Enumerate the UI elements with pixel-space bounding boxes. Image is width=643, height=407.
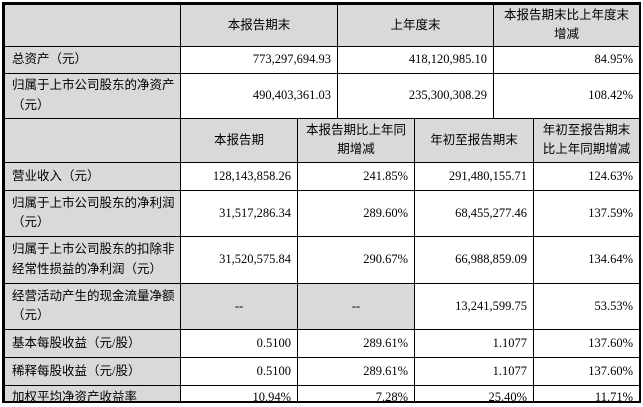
table-row-net-profit-excl-nonrecurring: 归属于上市公司股东的扣除非经常性损益的净利润（元） 31,520,575.84 … bbox=[4, 235, 639, 284]
value-cell: 7.28% bbox=[297, 384, 415, 401]
table-row-operating-cash-flow: 经营活动产生的现金流量净额（元） -- -- 13,241,599.75 53.… bbox=[4, 282, 639, 330]
value-cell: 68,455,277.46 bbox=[414, 189, 534, 237]
value-cell: 84.95% bbox=[493, 45, 639, 74]
financial-summary-sheet: 本报告期末 上年度末 本报告期末比上年度末增减 总资产（元） 773,297,6… bbox=[2, 2, 641, 403]
table-row-weighted-avg-roe: 加权平均净资产收益率 10.94% 7.28% 25.40% 11.71% bbox=[4, 384, 639, 401]
value-cell: 0.5100 bbox=[180, 328, 298, 358]
row-label: 基本每股收益（元/股） bbox=[4, 328, 181, 358]
value-cell: 11.71% bbox=[533, 384, 639, 401]
table-row-net-profit: 归属于上市公司股东的净利润（元） 31,517,286.34 289.60% 6… bbox=[4, 189, 639, 237]
col-header-current-period-end: 本报告期末 bbox=[180, 4, 338, 47]
value-cell: 1.1077 bbox=[414, 356, 534, 386]
row-label: 归属于上市公司股东的净资产（元） bbox=[4, 72, 181, 119]
value-cell: 134.64% bbox=[533, 235, 639, 284]
row-label: 总资产（元） bbox=[4, 45, 181, 74]
col-header-current-period: 本报告期 bbox=[180, 117, 298, 163]
col-header-ytd-change-vs-prior: 年初至报告期末比上年同期增减 bbox=[533, 117, 639, 163]
row-label: 营业收入（元） bbox=[4, 161, 181, 191]
corner-cell bbox=[4, 117, 181, 163]
value-cell: 31,517,286.34 bbox=[180, 189, 298, 237]
value-cell: 291,480,155.71 bbox=[414, 161, 534, 191]
value-cell: 1.1077 bbox=[414, 328, 534, 358]
table-row-total-assets: 总资产（元） 773,297,694.93 418,120,985.10 84.… bbox=[4, 45, 639, 74]
period-end-table: 本报告期末 上年度末 本报告期末比上年度末增减 总资产（元） 773,297,6… bbox=[4, 4, 639, 119]
table-row-basic-eps: 基本每股收益（元/股） 0.5100 289.61% 1.1077 137.60… bbox=[4, 328, 639, 358]
value-cell: 108.42% bbox=[493, 72, 639, 119]
row-label: 归属于上市公司股东的净利润（元） bbox=[4, 189, 181, 237]
col-header-change-vs-prior-year-end: 本报告期末比上年度末增减 bbox=[493, 4, 639, 47]
table-row-diluted-eps: 稀释每股收益（元/股） 0.5100 289.61% 1.1077 137.60… bbox=[4, 356, 639, 386]
value-cell: 235,300,308.29 bbox=[337, 72, 494, 119]
value-cell: 128,143,858.26 bbox=[180, 161, 298, 191]
col-header-change-vs-prior-period: 本报告期比上年同期增减 bbox=[297, 117, 415, 163]
value-cell: 290.67% bbox=[297, 235, 415, 284]
value-cell: 773,297,694.93 bbox=[180, 45, 338, 74]
value-cell: 137.60% bbox=[533, 328, 639, 358]
value-cell-na: -- bbox=[297, 282, 415, 330]
value-cell: 137.59% bbox=[533, 189, 639, 237]
value-cell: 490,403,361.03 bbox=[180, 72, 338, 119]
value-cell: 124.63% bbox=[533, 161, 639, 191]
value-cell: 10.94% bbox=[180, 384, 298, 401]
value-cell-na: -- bbox=[180, 282, 298, 330]
col-header-year-to-date: 年初至报告期末 bbox=[414, 117, 534, 163]
value-cell: 418,120,985.10 bbox=[337, 45, 494, 74]
value-cell: 13,241,599.75 bbox=[414, 282, 534, 330]
col-header-prior-year-end: 上年度末 bbox=[337, 4, 494, 47]
value-cell: 137.60% bbox=[533, 356, 639, 386]
value-cell: 241.85% bbox=[297, 161, 415, 191]
reporting-period-table: 本报告期 本报告期比上年同期增减 年初至报告期末 年初至报告期末比上年同期增减 … bbox=[4, 117, 639, 401]
table-row-net-assets: 归属于上市公司股东的净资产（元） 490,403,361.03 235,300,… bbox=[4, 72, 639, 119]
value-cell: 53.53% bbox=[533, 282, 639, 330]
value-cell: 289.61% bbox=[297, 356, 415, 386]
row-label: 稀释每股收益（元/股） bbox=[4, 356, 181, 386]
reporting-period-header-row: 本报告期 本报告期比上年同期增减 年初至报告期末 年初至报告期末比上年同期增减 bbox=[4, 117, 639, 163]
value-cell: 25.40% bbox=[414, 384, 534, 401]
corner-cell bbox=[4, 4, 181, 47]
value-cell: 31,520,575.84 bbox=[180, 235, 298, 284]
row-label: 归属于上市公司股东的扣除非经常性损益的净利润（元） bbox=[4, 235, 181, 284]
value-cell: 66,988,859.09 bbox=[414, 235, 534, 284]
row-label: 经营活动产生的现金流量净额（元） bbox=[4, 282, 181, 330]
value-cell: 0.5100 bbox=[180, 356, 298, 386]
value-cell: 289.61% bbox=[297, 328, 415, 358]
row-label: 加权平均净资产收益率 bbox=[4, 384, 181, 401]
value-cell: 289.60% bbox=[297, 189, 415, 237]
period-end-header-row: 本报告期末 上年度末 本报告期末比上年度末增减 bbox=[4, 4, 639, 47]
table-row-operating-revenue: 营业收入（元） 128,143,858.26 241.85% 291,480,1… bbox=[4, 161, 639, 191]
